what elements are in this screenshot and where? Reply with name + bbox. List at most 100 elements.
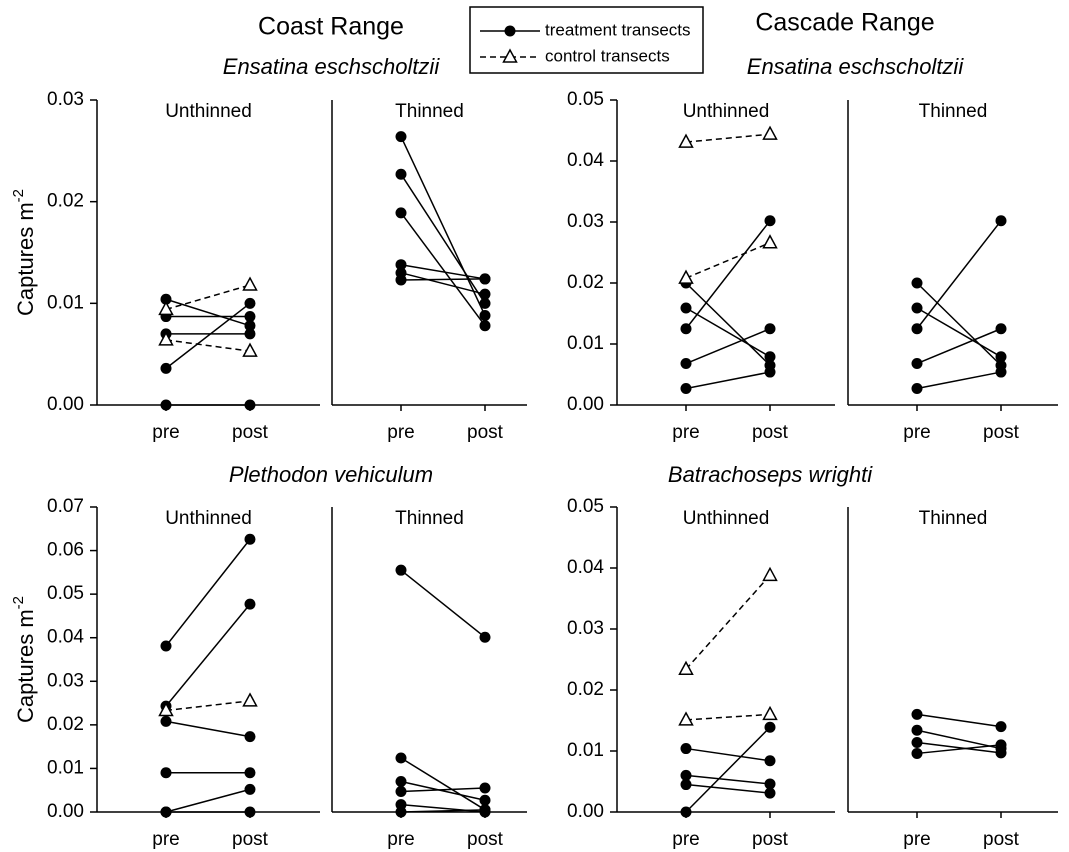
transect-line xyxy=(685,133,771,143)
circle-marker xyxy=(244,297,256,309)
species-title: Batrachoseps wrighti xyxy=(668,462,873,487)
transect-line xyxy=(400,278,486,281)
transect-line xyxy=(165,700,251,712)
legend-label: control transects xyxy=(545,46,670,65)
circle-marker xyxy=(911,747,923,759)
triangle-marker xyxy=(678,269,694,284)
y-tick-label: 0.02 xyxy=(567,679,604,700)
x-tick-label: post xyxy=(752,829,789,850)
circle-marker xyxy=(479,297,491,309)
transect-line xyxy=(400,780,486,801)
circle-marker xyxy=(244,328,256,340)
y-tick-label: 0.05 xyxy=(567,89,604,110)
circle-marker xyxy=(160,806,172,818)
transect-line xyxy=(400,212,486,327)
x-tick-label: post xyxy=(752,422,789,443)
circle-marker xyxy=(244,767,256,779)
circle-marker xyxy=(395,786,407,798)
y-tick-label: 0.06 xyxy=(47,540,84,561)
circle-marker xyxy=(995,215,1007,227)
circle-marker xyxy=(911,708,923,720)
transect-line xyxy=(916,713,1002,728)
transect-line xyxy=(685,220,771,330)
y-tick-label: 0.01 xyxy=(567,333,604,354)
y-tick-label: 0.01 xyxy=(47,757,84,778)
circle-marker xyxy=(395,259,407,271)
y-tick-label: 0.02 xyxy=(567,272,604,293)
panel-title: Thinned xyxy=(919,101,988,122)
circle-marker xyxy=(995,323,1007,335)
circle-marker xyxy=(680,358,692,370)
y-tick-label: 0.07 xyxy=(47,496,84,517)
y-tick-label: 0.04 xyxy=(567,150,604,171)
x-tick-label: post xyxy=(467,422,504,443)
circle-marker xyxy=(395,274,407,286)
circle-marker xyxy=(680,383,692,395)
region-header: Cascade Range xyxy=(755,9,934,37)
circle-marker xyxy=(911,383,923,395)
transect-line xyxy=(916,307,1002,358)
circle-marker xyxy=(160,715,172,727)
circle-marker xyxy=(680,743,692,755)
panel-title: Thinned xyxy=(395,508,464,529)
transect-line xyxy=(685,282,771,366)
y-tick-label: 0.00 xyxy=(47,394,84,415)
x-tick-label: pre xyxy=(387,422,414,443)
y-tick-label: 0.00 xyxy=(47,801,84,822)
y-axis-label-text: Captures m xyxy=(13,609,38,723)
triangle-marker xyxy=(762,566,778,582)
transect-line xyxy=(685,328,771,365)
circle-marker xyxy=(911,277,923,289)
x-tick-label: pre xyxy=(903,829,930,850)
legend-marker xyxy=(502,48,518,63)
circle-marker xyxy=(764,778,776,790)
region-header: Coast Range xyxy=(258,13,404,41)
circle-marker xyxy=(244,533,256,545)
transect-line xyxy=(685,747,771,762)
transect-line xyxy=(165,720,251,738)
circle-marker xyxy=(995,739,1007,751)
transect-line xyxy=(400,272,486,295)
transect-line xyxy=(916,220,1002,330)
circle-marker xyxy=(479,804,491,816)
y-tick-label: 0.03 xyxy=(47,670,84,691)
transect-line xyxy=(165,788,251,813)
circle-marker xyxy=(244,399,256,411)
y-axis-label-sup: -2 xyxy=(10,596,27,609)
x-tick-label: pre xyxy=(152,422,179,443)
circle-marker xyxy=(764,787,776,799)
y-tick-label: 0.03 xyxy=(567,211,604,232)
circle-marker xyxy=(160,399,172,411)
transect-line xyxy=(400,787,486,793)
circle-marker xyxy=(995,366,1007,378)
transect-line xyxy=(165,339,251,352)
species-title: Ensatina eschscholtzii xyxy=(747,54,965,79)
transect-line xyxy=(685,713,771,721)
circle-marker xyxy=(395,168,407,180)
y-axis-label: Captures m-2 xyxy=(10,189,38,316)
circle-marker xyxy=(160,293,172,305)
circle-marker xyxy=(160,640,172,652)
x-tick-label: post xyxy=(983,829,1020,850)
species-title: Ensatina eschscholtzii xyxy=(223,54,441,79)
transect-line xyxy=(400,809,486,813)
triangle-marker xyxy=(762,234,778,249)
x-tick-label: pre xyxy=(152,829,179,850)
y-axis-label-sup: -2 xyxy=(10,189,27,202)
circle-marker xyxy=(395,752,407,764)
circle-marker xyxy=(680,302,692,314)
transect-line xyxy=(165,603,251,707)
circle-marker xyxy=(680,769,692,781)
transect-line xyxy=(685,774,771,785)
circle-marker xyxy=(680,323,692,335)
transect-line xyxy=(916,282,1002,366)
transect-line xyxy=(685,783,771,794)
circle-marker xyxy=(764,215,776,227)
circle-marker xyxy=(244,806,256,818)
circle-marker xyxy=(764,351,776,363)
circle-marker xyxy=(680,806,692,818)
circle-marker xyxy=(995,351,1007,363)
transect-line xyxy=(685,574,771,670)
